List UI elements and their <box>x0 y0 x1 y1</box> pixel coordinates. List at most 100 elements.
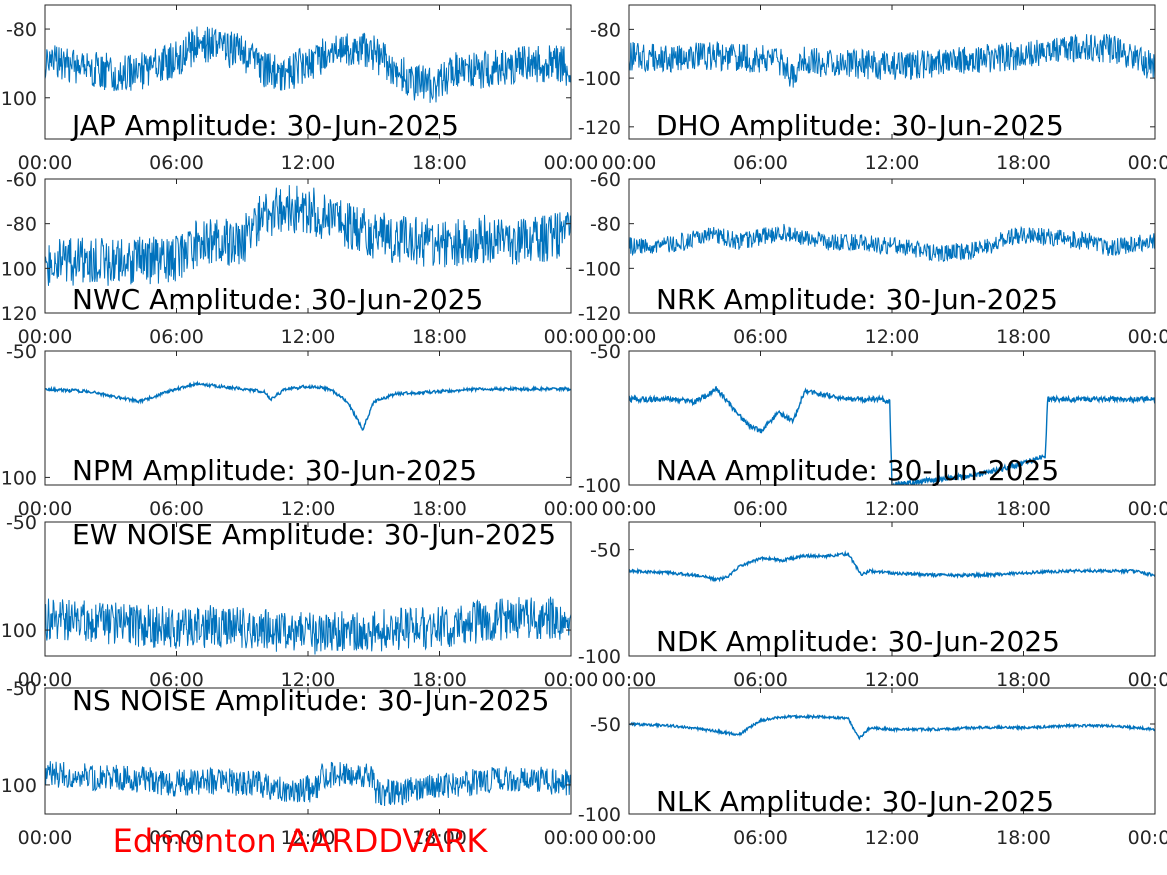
x-tick-label: 18:00 <box>412 326 467 348</box>
series-line <box>629 550 1155 583</box>
x-tick-label: 00:00 <box>18 152 73 174</box>
y-tick-label: -80 <box>6 19 37 41</box>
y-tick-label: -100 <box>578 68 621 90</box>
x-tick-label: 18:00 <box>996 669 1051 691</box>
y-tick-label: -100 <box>0 620 37 642</box>
x-tick-label: 00:00 <box>602 152 657 174</box>
panel-title: NLK Amplitude: 30-Jun-2025 <box>656 785 1054 818</box>
x-tick-label: 00:00 <box>18 326 73 348</box>
y-tick-label: -100 <box>578 258 621 280</box>
x-tick-label: 00:00 <box>18 827 73 849</box>
x-tick-label: 06:00 <box>733 326 788 348</box>
series-line <box>45 596 571 655</box>
x-tick-label: 00:00 <box>602 498 657 520</box>
x-tick-label: 12:00 <box>865 152 920 174</box>
x-tick-label: 06:00 <box>733 669 788 691</box>
y-tick-label: -100 <box>578 475 621 497</box>
y-tick-label: -120 <box>578 117 621 139</box>
panel-title: NPM Amplitude: 30-Jun-2025 <box>72 454 477 487</box>
x-tick-label: 00:00 <box>602 669 657 691</box>
y-tick-label: -120 <box>0 303 37 325</box>
x-tick-label: 12:00 <box>281 498 336 520</box>
x-tick-label: 06:00 <box>149 152 204 174</box>
panel-10: 00:00 06:00 12:00 18:00 00:00 -50 -100 NLK Ampl… <box>578 687 1167 849</box>
series-line <box>629 713 1155 741</box>
panel-9: 00:00 06:00 12:00 18:00 00:00 -50 -100 NS NOISE… <box>0 678 598 849</box>
panel-title: NAA Amplitude: 30-Jun-2025 <box>656 454 1059 487</box>
panel-5: 00:00 06:00 12:00 18:00 00:00 -50 -100 NPM Ampl… <box>0 341 598 520</box>
y-tick-label: -120 <box>578 303 621 325</box>
series-line <box>629 223 1155 263</box>
panel-4: 00:00 06:00 12:00 18:00 00:00 -60 -80 -100 -120 N… <box>578 169 1167 348</box>
x-tick-label: 00:00 <box>18 669 73 691</box>
series-line <box>45 26 571 103</box>
y-tick-label: -100 <box>578 804 621 826</box>
y-tick-label: -50 <box>590 714 621 736</box>
x-tick-label: 12:00 <box>865 669 920 691</box>
station-footer: Edmonton AARDDVARK <box>113 822 489 860</box>
y-tick-label: -50 <box>590 540 621 562</box>
y-tick-label: -80 <box>6 214 37 236</box>
x-tick-label: 00:00 <box>1128 152 1167 174</box>
x-tick-label: 12:00 <box>281 827 336 849</box>
panel-8: 00:00 06:00 12:00 18:00 00:00 -50 -100 NDK Ampl… <box>578 521 1167 691</box>
x-tick-label: 06:00 <box>733 498 788 520</box>
series-line <box>45 761 571 807</box>
x-tick-label: 00:00 <box>544 827 599 849</box>
x-tick-label: 00:00 <box>1128 498 1167 520</box>
x-tick-label: 00:00 <box>602 827 657 849</box>
x-tick-label: 12:00 <box>281 326 336 348</box>
y-tick-label: -60 <box>590 169 621 191</box>
x-tick-label: 18:00 <box>996 152 1051 174</box>
y-tick-label: -80 <box>590 214 621 236</box>
x-tick-label: 12:00 <box>281 152 336 174</box>
y-tick-label: -100 <box>0 258 37 280</box>
x-tick-label: 06:00 <box>733 827 788 849</box>
x-tick-label: 00:00 <box>18 498 73 520</box>
x-tick-label: 00:00 <box>1128 827 1167 849</box>
y-tick-label: -100 <box>0 775 37 797</box>
x-tick-label: 00:00 <box>544 669 599 691</box>
y-tick-label: -50 <box>590 341 621 363</box>
panel-title: NRK Amplitude: 30-Jun-2025 <box>656 283 1058 316</box>
x-tick-label: 12:00 <box>281 669 336 691</box>
series-line <box>45 185 571 286</box>
x-tick-label: 18:00 <box>996 326 1051 348</box>
panel-7: 00:00 06:00 12:00 18:00 00:00 -50 -100 EW NOISE… <box>0 512 598 691</box>
x-tick-label: 06:00 <box>149 827 204 849</box>
x-tick-label: 12:00 <box>865 498 920 520</box>
x-tick-label: 00:00 <box>544 152 599 174</box>
y-tick-label: -100 <box>0 467 37 489</box>
series-line <box>629 386 1155 485</box>
panel-2: 00:00 06:00 12:00 18:00 00:00 -80 -100 -120 DHO … <box>578 4 1167 174</box>
y-tick-label: -100 <box>0 88 37 110</box>
x-tick-label: 18:00 <box>412 669 467 691</box>
y-tick-label: -100 <box>578 646 621 668</box>
y-tick-label: -60 <box>6 169 37 191</box>
x-tick-label: 12:00 <box>865 326 920 348</box>
x-tick-label: 00:00 <box>544 326 599 348</box>
panel-title: JAP Amplitude: 30-Jun-2025 <box>70 109 459 142</box>
x-tick-label: 00:00 <box>1128 326 1167 348</box>
panel-title: NWC Amplitude: 30-Jun-2025 <box>72 283 483 316</box>
x-tick-label: 06:00 <box>149 326 204 348</box>
x-tick-label: 00:00 <box>602 326 657 348</box>
panels-layer: 00:00 06:00 12:00 18:00 00:00 -80 -100 JAP Ampl… <box>0 4 1167 849</box>
y-tick-label: -50 <box>6 341 37 363</box>
panel-3: 00:00 06:00 12:00 18:00 00:00 -60 -80 -100 -120 N… <box>0 169 598 348</box>
x-tick-label: 18:00 <box>412 827 467 849</box>
y-tick-label: -50 <box>6 512 37 534</box>
x-tick-label: 18:00 <box>412 152 467 174</box>
panel-title: NDK Amplitude: 30-Jun-2025 <box>656 625 1060 658</box>
panel-6: 00:00 06:00 12:00 18:00 00:00 -50 -100 NAA Ampl… <box>578 341 1167 520</box>
y-tick-label: -80 <box>590 19 621 41</box>
x-tick-label: 06:00 <box>149 669 204 691</box>
x-tick-label: 06:00 <box>149 498 204 520</box>
x-tick-label: 00:00 <box>1128 669 1167 691</box>
x-tick-label: 00:00 <box>544 498 599 520</box>
x-tick-label: 12:00 <box>865 827 920 849</box>
series-line <box>629 33 1155 88</box>
x-tick-label: 06:00 <box>733 152 788 174</box>
